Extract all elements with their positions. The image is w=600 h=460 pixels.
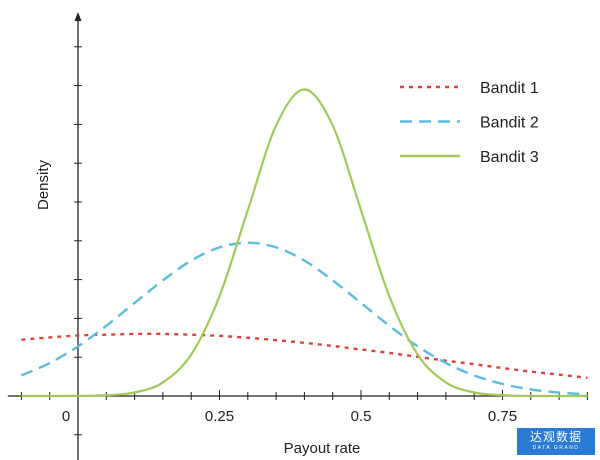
x-tick-label: 0.75 — [488, 408, 517, 425]
x-axis-label: Payout rate — [284, 440, 361, 457]
series-line-bandit-2 — [20, 241, 588, 396]
legend-label: Bandit 2 — [480, 115, 539, 132]
logo-text-en: DATA GRAND — [532, 445, 580, 451]
legend-label: Bandit 3 — [480, 149, 539, 166]
legend: Bandit 1 Bandit 2 Bandit 3 — [400, 80, 539, 166]
legend-label: Bandit 1 — [480, 80, 539, 97]
logo-text-cn: 达观数据 — [529, 430, 582, 444]
x-tick-label: 0 — [62, 408, 70, 425]
x-tick-label: 0.25 — [205, 408, 234, 425]
y-axis-arrow — [74, 12, 82, 21]
series-line-bandit-1 — [21, 332, 588, 379]
x-tick-label: 0.5 — [351, 408, 372, 425]
series-line-bandit-3 — [21, 88, 588, 398]
y-axis-label: Density — [35, 159, 52, 210]
data-grand-logo: 达观数据 DATA GRAND — [517, 428, 595, 455]
